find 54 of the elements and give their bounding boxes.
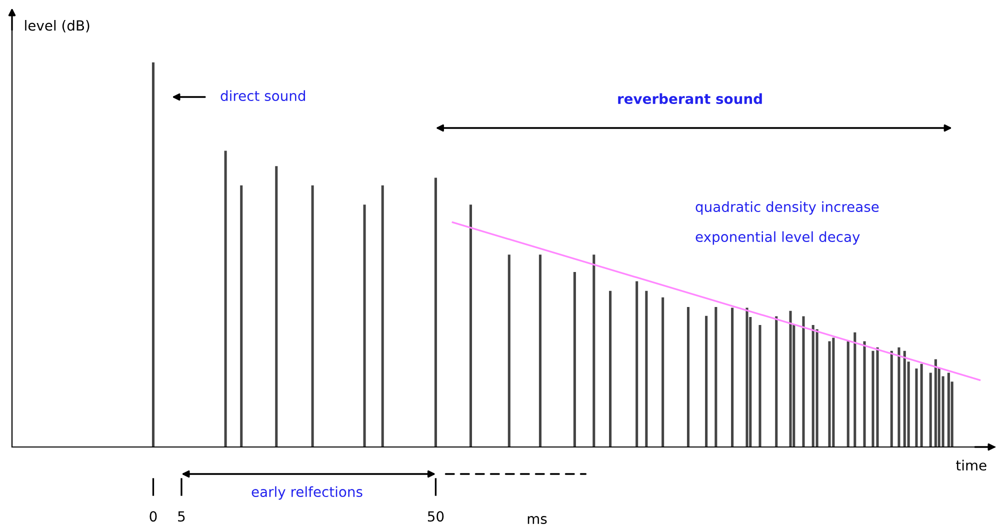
x-tick-label: 50: [428, 511, 444, 522]
bar: [863, 341, 866, 447]
bar: [311, 185, 314, 447]
bar: [705, 316, 708, 447]
text: early relfections: [252, 486, 362, 500]
bar: [434, 178, 437, 447]
y-axis-title: level (dB): [25, 20, 90, 32]
annotation: reverberant sound: [618, 93, 762, 104]
bar: [469, 204, 472, 447]
bar: [224, 150, 227, 447]
x-axis-title: time: [956, 460, 986, 471]
bar: [832, 338, 835, 447]
bar: [890, 350, 893, 447]
bar: [714, 306, 718, 447]
text: ms: [528, 516, 547, 524]
bar: [573, 272, 576, 447]
bar: [846, 341, 850, 447]
bar: [592, 254, 596, 447]
bar: [920, 364, 923, 447]
bar: [645, 290, 648, 447]
bar: [240, 185, 243, 447]
bar: [363, 204, 366, 447]
bar: [816, 329, 818, 447]
bar: [929, 372, 932, 447]
x-tick-label: 5: [178, 511, 185, 522]
bar: [746, 308, 748, 447]
bar: [275, 166, 278, 447]
bar: [854, 332, 856, 447]
bar: [381, 185, 384, 447]
bar: [538, 254, 542, 447]
bar: [812, 325, 814, 447]
annotation: exponential level decay: [696, 231, 860, 245]
annotation: quadratic density increase: [696, 201, 879, 215]
bar: [934, 359, 937, 447]
bar: [152, 62, 155, 447]
bar: [828, 341, 831, 447]
x-tick-label: 0: [150, 511, 157, 522]
bar: [802, 316, 805, 447]
bar: [508, 254, 510, 447]
bar: [775, 316, 778, 447]
bar: [898, 347, 900, 447]
bar: [758, 325, 762, 447]
bar: [872, 350, 874, 447]
annotation: direct sound: [220, 90, 306, 102]
bar: [636, 281, 638, 447]
bar: [903, 350, 906, 447]
bar: [947, 372, 950, 447]
bar: [789, 310, 792, 447]
bar: [915, 368, 918, 447]
bar: [609, 290, 612, 447]
bar: [686, 306, 690, 447]
bar: [731, 308, 734, 447]
bar: [876, 347, 879, 447]
bar: [662, 297, 664, 447]
